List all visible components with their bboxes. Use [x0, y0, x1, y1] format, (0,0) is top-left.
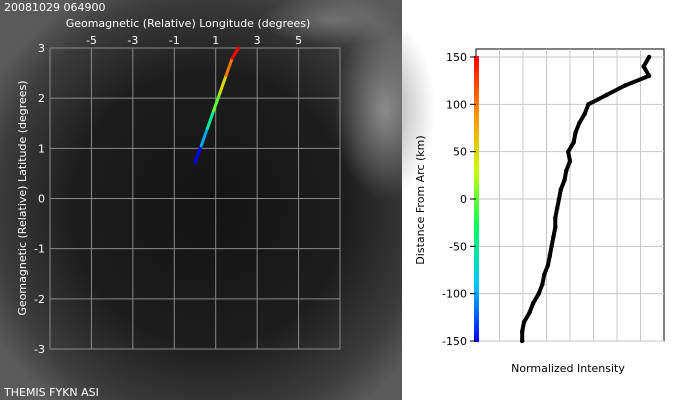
profile-y-tick-label: -100	[442, 288, 467, 301]
intensity-point	[553, 225, 558, 230]
arc-segment	[224, 56, 234, 78]
sky-panel: -5 -3 -1 1 3 5 3 2 1 0 -1 -2 -3 20081029 064900 Geom…	[0, 0, 435, 400]
sky-y-tick-label: 1	[38, 142, 45, 155]
intensity-point	[558, 187, 563, 192]
intensity-point	[565, 149, 571, 154]
intensity-point	[646, 73, 652, 79]
intensity-point	[549, 244, 554, 249]
intensity-point	[564, 168, 569, 173]
intensity-point	[641, 64, 646, 69]
sky-x-tick-label: -3	[127, 34, 138, 47]
intensity-point	[571, 140, 576, 145]
sky-glow	[335, 20, 435, 200]
intensity-point	[545, 263, 551, 268]
arc-trace	[193, 46, 240, 164]
profile-y-tick-label: 150	[446, 51, 467, 64]
arc-segment	[230, 46, 240, 60]
arc-segment	[199, 126, 209, 148]
sky-ticks: -5 -3 -1 1 3 5 3 2 1 0 -1 -2 -3	[34, 34, 302, 356]
colorbar	[474, 56, 479, 342]
profile-ticks: 150 100 50 0 -50 -100 -150	[442, 51, 476, 348]
intensity-point	[527, 310, 532, 315]
intensity-point	[562, 177, 567, 183]
profile-x-axis-title: Normalized Intensity	[511, 362, 625, 375]
profile-y-tick-label: 100	[446, 98, 467, 111]
intensity-point	[556, 196, 562, 202]
intensity-point	[553, 215, 558, 221]
arc-segment	[218, 74, 228, 95]
arc-segment	[205, 109, 216, 130]
sky-y-tick-label: 2	[38, 92, 45, 105]
intensity-point	[519, 329, 525, 334]
sky-y-tick-label: -2	[34, 293, 45, 306]
sky-x-tick-label: -1	[169, 34, 180, 47]
sky-y-tick-label: -1	[34, 243, 45, 256]
profile-panel: 150 100 50 0 -50 -100 -150 Distance From Arc (…	[414, 48, 665, 375]
profile-grid	[476, 49, 664, 342]
profile-y-tick-label: 0	[460, 193, 467, 206]
intensity-point	[646, 54, 652, 60]
arc-segment	[193, 144, 203, 164]
sky-y-tick-label: 3	[38, 42, 45, 55]
intensity-point	[519, 338, 525, 344]
sky-glow-top	[260, 0, 400, 45]
sky-y-tick-label: 0	[38, 193, 45, 206]
intensity-point	[531, 300, 536, 306]
sky-y-tick-label: -3	[34, 343, 45, 356]
intensity-point	[604, 92, 609, 98]
sky-x-tick-label: 3	[254, 34, 261, 47]
intensity-point	[567, 158, 573, 164]
sky-background	[0, 0, 402, 400]
timestamp: 20081029 064900	[4, 1, 105, 14]
intensity-point	[586, 102, 591, 107]
intensity-point	[582, 111, 587, 117]
sky-x-tick-label: 5	[295, 34, 302, 47]
intensity-point	[521, 319, 527, 325]
intensity-point	[623, 83, 628, 88]
profile-y-axis-title: Distance From Arc (km)	[414, 135, 427, 264]
intensity-point	[536, 291, 541, 296]
intensity-point	[540, 282, 545, 287]
intensity-point	[554, 206, 560, 211]
profile-y-tick-label: -50	[449, 240, 467, 253]
arc-segment	[212, 91, 222, 113]
sky-x-axis-title: Geomagnetic (Relative) Longitude (degree…	[66, 17, 311, 30]
profile-y-tick-label: -150	[442, 335, 467, 348]
sky-grid	[49, 47, 341, 350]
intensity-point	[577, 121, 582, 126]
sky-y-axis-title: Geomagnetic (Relative) Latitude (degrees…	[16, 80, 29, 315]
intensity-point	[573, 130, 578, 135]
profile-y-tick-label: 50	[453, 146, 467, 159]
instrument-label: THEMIS FYKN ASI	[3, 386, 99, 399]
intensity-point	[547, 253, 552, 258]
intensity-point	[542, 272, 547, 277]
intensity-point	[551, 234, 556, 240]
intensity-trace	[519, 54, 652, 344]
sky-x-tick-label: -5	[86, 34, 97, 47]
sky-x-tick-label: 1	[212, 34, 219, 47]
